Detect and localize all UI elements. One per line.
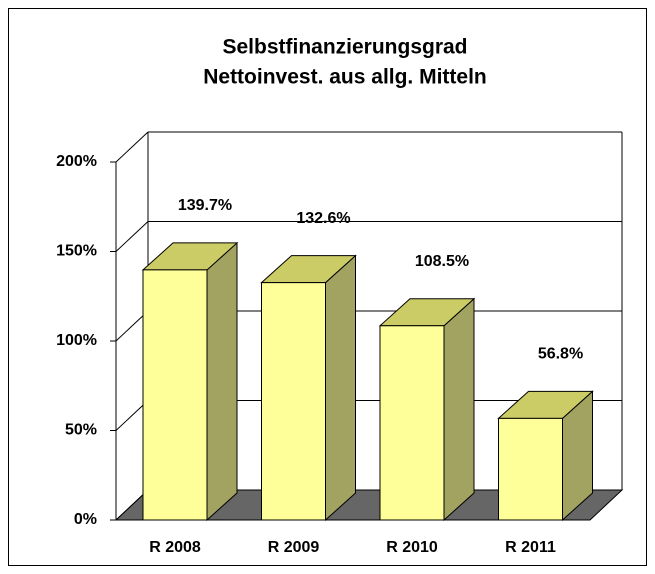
bar-front [142, 269, 208, 521]
x-tick-label: R 2008 [149, 539, 201, 556]
bar [378, 297, 476, 522]
x-tick-label: R 2010 [386, 539, 438, 556]
bar-front [379, 325, 445, 521]
x-tick-label: R 2009 [268, 539, 320, 556]
bar-side [206, 241, 238, 522]
value-label: 56.8% [538, 346, 583, 363]
bar-side [443, 297, 475, 522]
y-tick-label: 200% [56, 153, 97, 170]
value-label: 132.6% [296, 210, 350, 227]
x-tick-label: R 2011 [505, 539, 556, 556]
bar-front [498, 417, 563, 521]
y-tick-label: 100% [56, 332, 97, 349]
y-tick-label: 150% [56, 243, 97, 260]
y-tick-label: 50% [65, 422, 97, 439]
bar-side [325, 254, 356, 522]
grid-line [115, 131, 149, 163]
chart-title: Selbstfinanzierungsgrad [222, 36, 467, 59]
y-tick-label: 0% [74, 511, 97, 528]
bar [260, 254, 357, 522]
bar [497, 390, 594, 522]
grid-line [115, 221, 149, 252]
bar [141, 241, 239, 522]
chart-title: Nettoinvest. aus allg. Mitteln [203, 66, 487, 89]
bar-front [261, 282, 326, 521]
value-label: 139.7% [178, 197, 232, 214]
value-label: 108.5% [415, 253, 469, 270]
